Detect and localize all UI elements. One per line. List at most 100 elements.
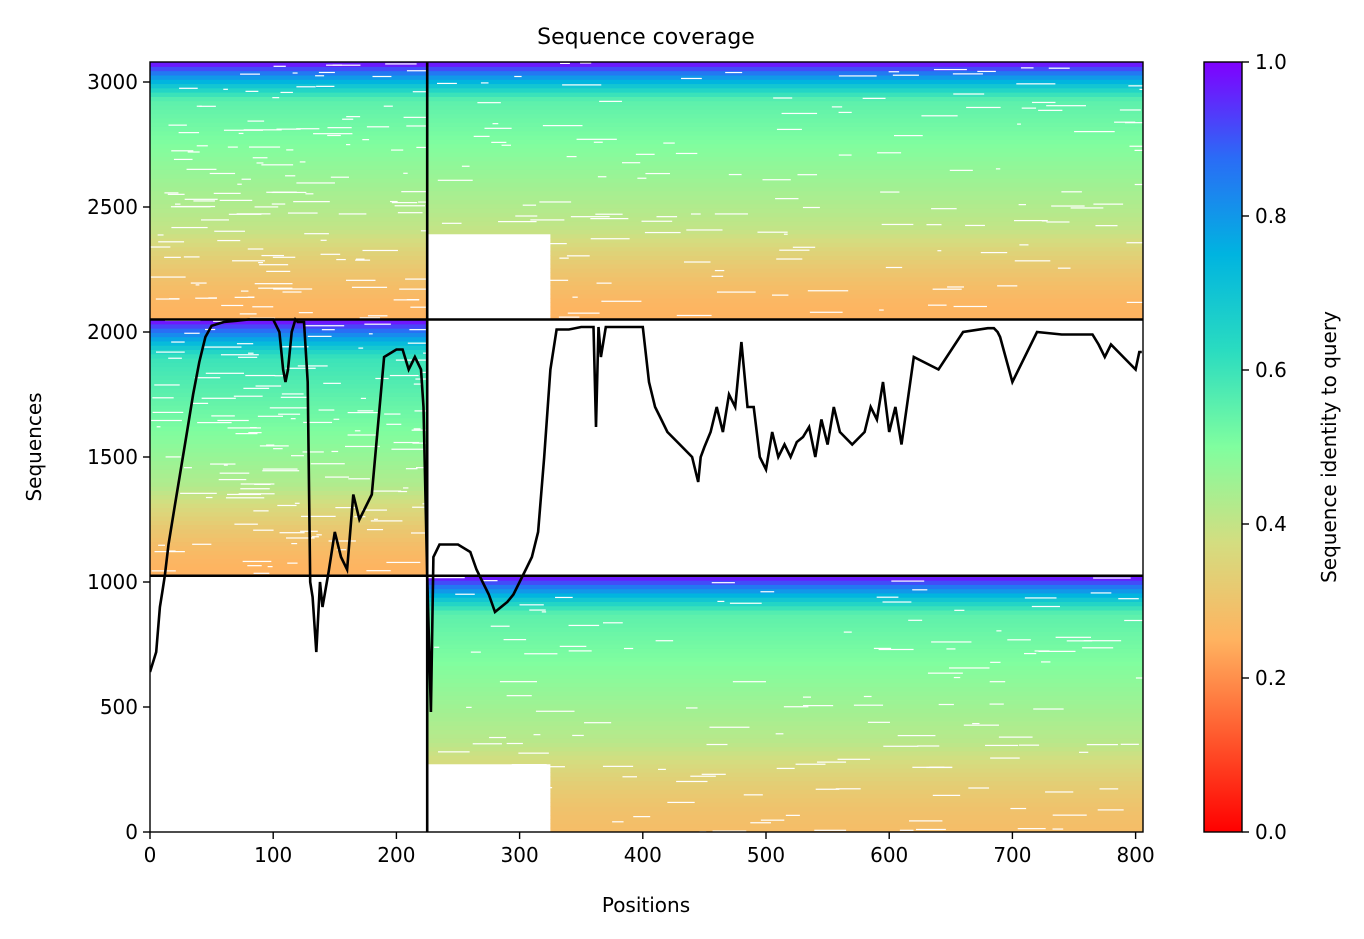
gap-streak <box>209 172 236 175</box>
gap-streak <box>355 258 365 260</box>
gap-streak <box>437 179 473 181</box>
heatmap-band <box>150 109 428 115</box>
heatmap-band <box>150 225 428 230</box>
gap-streak <box>885 266 903 269</box>
gap-streak <box>316 534 322 536</box>
gap-streak <box>272 256 296 258</box>
gap-streak <box>324 476 350 478</box>
heatmap-band <box>427 750 1143 756</box>
heatmap-band <box>150 541 428 547</box>
heatmap-band <box>427 156 1143 162</box>
heatmap-band <box>150 515 428 521</box>
gap-streak <box>238 356 258 358</box>
heatmap-band <box>427 742 1143 748</box>
heatmap-band <box>150 263 428 269</box>
gap-streak <box>243 129 282 131</box>
gap-streak <box>570 216 610 218</box>
gap-streak <box>261 254 284 257</box>
gap-streak <box>908 619 923 621</box>
gap-streak <box>211 415 235 417</box>
heatmap-band <box>150 481 428 487</box>
heatmap-band <box>427 622 1143 628</box>
heatmap-band <box>150 477 428 483</box>
gap-streak <box>389 374 419 377</box>
gap-streak <box>362 139 370 141</box>
heatmap-band <box>150 490 428 496</box>
gap-streak <box>1010 807 1027 810</box>
gap-streak <box>676 780 708 783</box>
heatmap-band <box>150 62 428 67</box>
gap-streak <box>838 154 852 156</box>
colorbar <box>1203 61 1243 833</box>
gap-streak <box>511 764 547 766</box>
heatmap-band <box>427 720 1143 726</box>
gap-streak <box>271 203 286 205</box>
gap-streak <box>1135 677 1143 679</box>
colorbar-tick-label: 0.0 <box>1255 820 1287 844</box>
heatmap-band <box>550 780 1143 786</box>
gap-streak <box>234 523 258 525</box>
heatmap-block <box>150 319 456 577</box>
gap-streak <box>558 316 580 318</box>
heatmap-band <box>427 699 1143 705</box>
gap-streak <box>293 201 330 203</box>
gap-streak <box>225 497 265 499</box>
gap-streak <box>683 261 711 263</box>
heatmap-band <box>150 293 428 299</box>
heatmap-band <box>150 434 428 440</box>
gap-streak <box>743 794 763 796</box>
gap-streak <box>237 183 242 185</box>
heatmap-band <box>427 182 1143 188</box>
gap-streak <box>412 91 431 93</box>
gap-streak <box>407 342 434 344</box>
gap-streak <box>542 125 583 127</box>
gap-streak <box>843 631 852 633</box>
gap-streak <box>195 284 200 286</box>
gap-streak <box>358 347 364 349</box>
gap-streak <box>347 434 379 436</box>
gap-streak <box>803 705 834 707</box>
heatmap-band <box>550 298 1143 303</box>
gap-streak <box>927 304 947 306</box>
gap-streak <box>1045 791 1074 793</box>
gap-streak <box>170 206 211 208</box>
gap-streak <box>593 141 603 143</box>
heatmap-band <box>150 379 428 385</box>
gap-streak <box>612 821 624 823</box>
gap-streak <box>286 149 294 151</box>
y-tick-label: 2000 <box>87 320 138 344</box>
gap-streak <box>294 502 300 504</box>
gap-streak <box>258 262 263 264</box>
gap-streak <box>1093 203 1124 205</box>
gap-streak <box>776 767 795 770</box>
gap-streak <box>567 312 600 314</box>
gap-streak <box>580 62 592 64</box>
heatmap-band <box>150 139 428 145</box>
heatmap-band <box>427 665 1143 671</box>
gap-streak <box>1052 814 1087 816</box>
gap-streak <box>410 306 450 308</box>
heatmap-band <box>150 79 428 85</box>
gap-streak <box>995 168 1001 170</box>
gap-streak <box>266 444 275 446</box>
gap-streak <box>151 570 176 572</box>
heatmap-band <box>150 190 428 196</box>
gap-streak <box>184 332 200 334</box>
gap-streak <box>917 745 940 747</box>
gap-streak <box>336 258 346 261</box>
gap-streak <box>287 562 298 564</box>
gap-streak <box>152 411 184 414</box>
gap-streak <box>533 734 541 736</box>
heatmap-band <box>427 627 1143 632</box>
gap-streak <box>1020 67 1034 69</box>
gap-streak <box>499 681 538 683</box>
gap-streak <box>298 312 313 314</box>
gap-streak <box>273 288 313 290</box>
gap-streak <box>559 645 587 647</box>
gap-streak <box>953 676 961 679</box>
gap-streak <box>530 219 565 221</box>
gap-streak <box>837 758 871 760</box>
heatmap-block <box>427 575 1143 832</box>
heatmap-band <box>150 319 428 325</box>
gap-streak <box>366 529 384 531</box>
